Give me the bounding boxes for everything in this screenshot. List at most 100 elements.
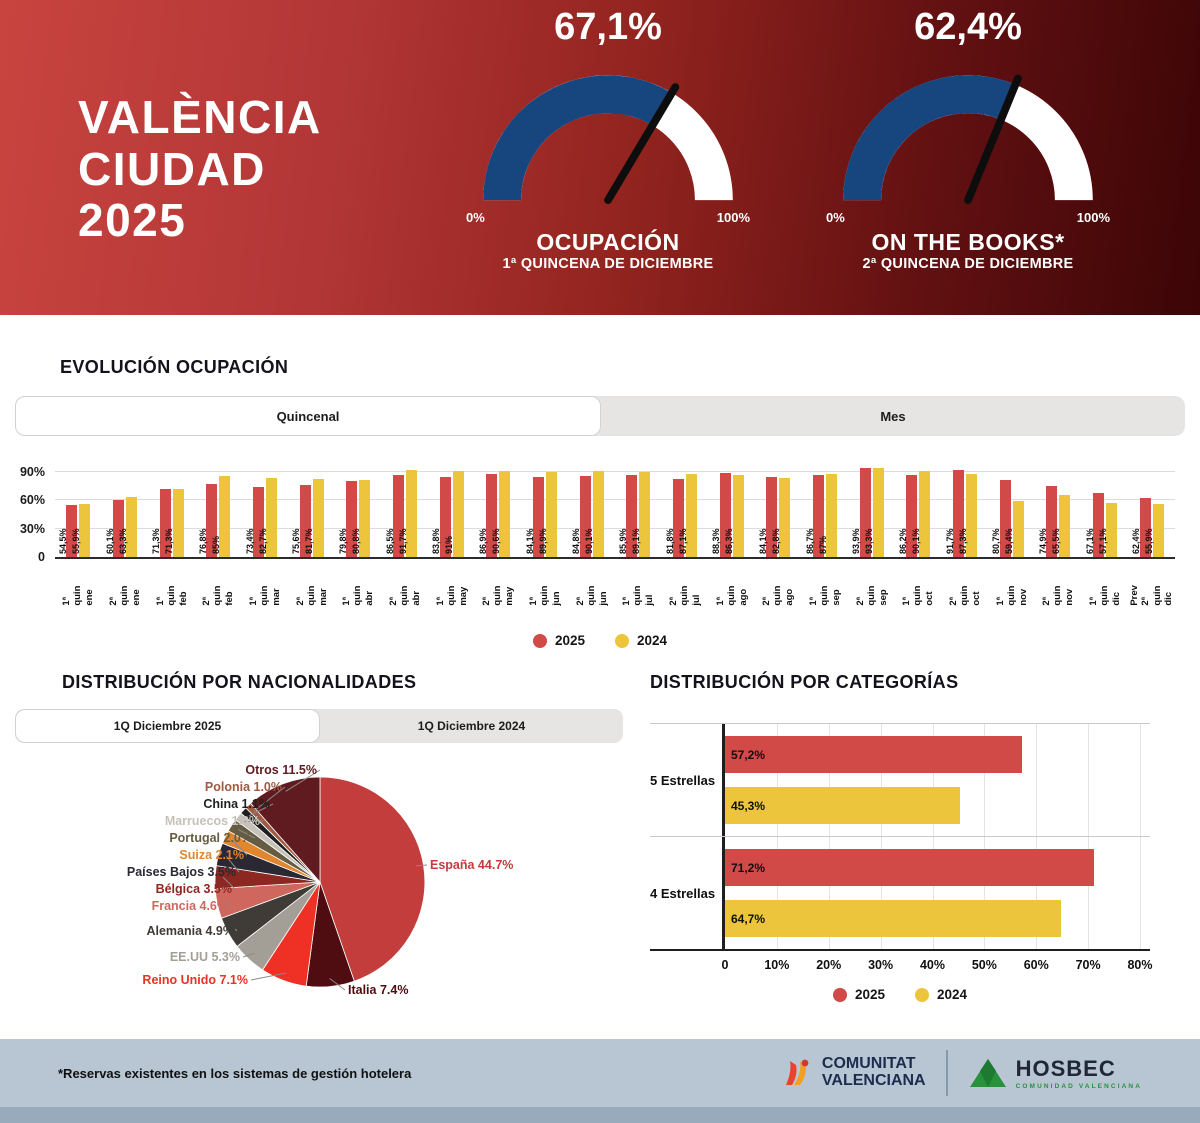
bar-value-label: 57,1%	[1097, 528, 1108, 554]
bar-value-label: 89,1%	[630, 528, 641, 554]
category-label: 2ª quin abr	[382, 561, 429, 627]
bar-2024: 63,3%	[118, 496, 137, 557]
pie-label: Suiza 2.1%	[179, 848, 244, 862]
bar-group: 91,7% 87,3%	[942, 464, 989, 557]
bar-value-label: 90,1%	[910, 528, 921, 554]
footer-bottom-strip	[0, 1107, 1200, 1123]
bar-value-label: 88,3%	[711, 528, 722, 554]
categories-section: DISTRIBUCIÓN POR CATEGORÍAS 5 Estrellas 5…	[640, 672, 1200, 1032]
header-banner: VALÈNCIA CIUDAD 2025 67,1% 0% 100% OCUPA…	[0, 0, 1200, 315]
category-label: 2ª quin feb	[195, 561, 242, 627]
bar-value-label: 90,1%	[584, 528, 595, 554]
bar-2025: 86,9%	[478, 474, 498, 557]
bar-group: 84,1% 89,9%	[522, 464, 569, 557]
bar-value-label: 82,7%	[257, 528, 268, 554]
gauge-value: 62,4%	[914, 6, 1022, 48]
hosbec-logo: HOSBEC COMUNIDAD VALENCIANA	[968, 1056, 1142, 1090]
bar-2024: 82,7%	[258, 478, 278, 557]
bar-2025: 60,1%	[105, 499, 124, 557]
bar-2024: 71,3%	[164, 489, 184, 557]
category-group: 4 Estrellas 71,2% 64,7%	[650, 836, 1150, 949]
x-axis: 0 10% 20% 30% 40% 50% 60% 70% 80%	[722, 951, 1153, 979]
bar-2024: 93,3%	[864, 468, 884, 557]
category-label-text: 2ª quin nov	[1041, 585, 1076, 606]
bar-2024: 91%	[444, 470, 464, 557]
gauge-on-the-books: 62,4% 0% 100% ON THE BOOKS* 2ª QUINCENA …	[808, 6, 1128, 272]
nationalities-pie-chart: España 44.7% Italia 7.4% Reino Unido 7.1% E…	[0, 747, 635, 1032]
bar-value-label: 84,1%	[757, 528, 768, 554]
bar-group: 81,8% 87,1%	[662, 464, 709, 557]
bar-value-label: 86,5%	[384, 528, 395, 554]
bar-2024: 87,3%	[958, 474, 978, 557]
gauge-max-label: 100%	[716, 210, 750, 225]
bar-2025: 84,8%	[571, 476, 591, 557]
categories-title: DISTRIBUCIÓN POR CATEGORÍAS	[650, 672, 959, 692]
tab-quincenal[interactable]: Quincenal	[15, 396, 601, 436]
tab-mes[interactable]: Mes	[880, 408, 906, 424]
gauge-min-label: 0%	[826, 210, 845, 225]
legend-2025: 2025	[832, 987, 885, 1002]
bar-value-label: 79,8%	[337, 528, 348, 554]
bar-2024: 91,7%	[398, 469, 418, 557]
bar-group: 60,1% 63,3%	[102, 464, 149, 557]
category-label: 2ª quin oct	[942, 561, 989, 627]
tab-1q-diciembre-2024[interactable]: 1Q Diciembre 2024	[417, 719, 526, 733]
bar-value-label: 59,4%	[1004, 528, 1015, 554]
bar-value-label: 83,8%	[431, 528, 442, 554]
bottom-charts: DISTRIBUCIÓN POR NACIONALIDADES 1Q Dicie…	[0, 672, 1200, 1032]
gauge-scale: 0% 100%	[808, 210, 1128, 225]
category-label-text: 2ª quin jul	[667, 585, 702, 606]
gauge-subcaption: 1ª QUINCENA DE DICIEMBRE	[502, 256, 714, 272]
category-label: 2ª quin may	[475, 561, 522, 627]
bar-group: 85,9% 89,1%	[615, 464, 662, 557]
bar-2024: 87,1%	[678, 474, 698, 557]
bar-2025: 79,8%	[338, 481, 358, 557]
bar-2024: 89,9%	[538, 471, 558, 557]
category-label-text: 2ª quin jun	[574, 585, 609, 606]
bar-2025: 75,6%	[291, 485, 311, 557]
bar-group: 80,7% 59,4%	[988, 464, 1035, 557]
gridline	[776, 723, 778, 951]
evolution-section: EVOLUCIÓN OCUPACIÓN Quincenal Mes 0 30% 60…	[0, 315, 1200, 648]
bar-2024: 86,3%	[724, 475, 744, 557]
bar-value-label: 93,3%	[864, 528, 875, 554]
legend-label: 2024	[937, 987, 968, 1002]
bar-value-label: 71,3%	[164, 528, 175, 554]
bar-value-label: 80,7%	[991, 528, 1002, 554]
bar-2025: 81,8%	[665, 479, 685, 557]
bar-value-label: 90,6%	[490, 528, 501, 554]
category-label: 1ª quin feb	[148, 561, 195, 627]
bar-group: 79,8% 80,8%	[335, 464, 382, 557]
bar-group: 76,8% 85%	[195, 464, 242, 557]
bar-value-label: 67,1%	[1084, 528, 1095, 554]
bar-2024: 45,3%	[725, 787, 960, 824]
bar-2025: 83,8%	[431, 477, 451, 557]
gauge-arc	[483, 75, 733, 204]
tab-1q-diciembre-2025[interactable]: 1Q Diciembre 2025	[15, 709, 320, 743]
category-label-text: 2ª quin ago	[761, 585, 796, 606]
x-axis-label: 30%	[868, 958, 894, 972]
gridline	[828, 723, 830, 951]
bar-group: 86,9% 90,6%	[475, 464, 522, 557]
bar-value-label: 87,1%	[677, 528, 688, 554]
bar-value-label: 73,4%	[244, 528, 255, 554]
gauge-min-label: 0%	[466, 210, 485, 225]
bar-value-label: 80,8%	[350, 528, 361, 554]
gauge-max-label: 100%	[1076, 210, 1110, 225]
category-label-text: 2ª quin may	[481, 585, 516, 606]
pie-label: Portugal 2.0%	[169, 831, 252, 845]
y-axis-label: 90%	[19, 464, 45, 479]
evolution-bars: 54,5% 55,9% 60,1% 63,3% 71,3% 71,3% 76,8% 85% 73…	[55, 464, 1175, 557]
bar-group: 86,7% 87%	[802, 464, 849, 557]
bar-2024: 87%	[818, 474, 838, 557]
bar-value-label: 84,8%	[571, 528, 582, 554]
gauge-ocupacion: 67,1% 0% 100% OCUPACIÓN 1ª QUINCENA DE D…	[448, 6, 768, 272]
bar-value-label: 81,8%	[664, 528, 675, 554]
legend-2024: 2024	[915, 987, 967, 1002]
category-label: 2ª quin ago	[755, 561, 802, 627]
bar-value-label: 76,8%	[197, 528, 208, 554]
legend-2025: 2025	[532, 633, 585, 648]
bar-2025: 67,1%	[1085, 493, 1105, 557]
category-label: 4 Estrellas	[650, 885, 716, 901]
nationalities-section: DISTRIBUCIÓN POR NACIONALIDADES 1Q Dicie…	[0, 672, 640, 1032]
